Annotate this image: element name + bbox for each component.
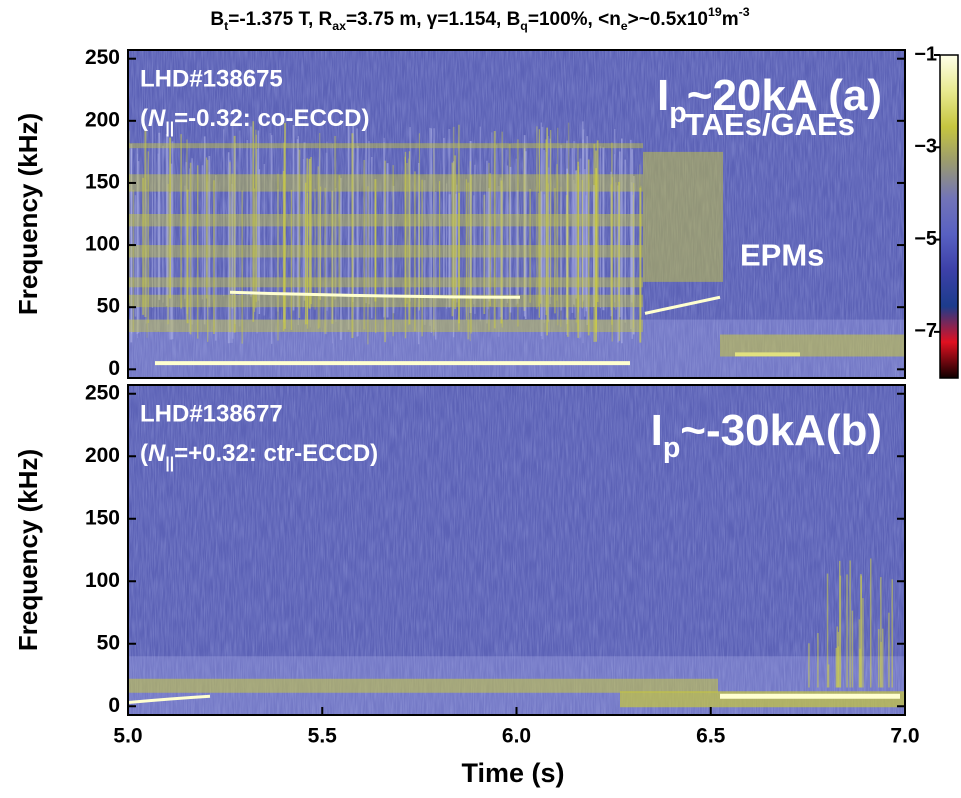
annotation: TAEs/GAEs — [685, 107, 855, 142]
current-label: Ip~20kA (a) — [657, 71, 882, 129]
y-tick-label: 150 — [85, 170, 120, 193]
y-tick-label: 150 — [85, 506, 120, 529]
y-tick-label: 200 — [85, 444, 120, 467]
text-run: ( — [140, 105, 148, 132]
mode-band — [128, 143, 643, 149]
condition-label: (N||=+0.32: ctr-ECCD) — [140, 440, 378, 471]
x-axis-label: Time (s) — [461, 758, 564, 788]
annotation: EPMs — [740, 238, 824, 273]
mode-trace — [229, 290, 521, 299]
y-tick-label: 100 — [85, 233, 120, 256]
colorbar-tick-label: −1 — [914, 43, 937, 65]
colorbar-tick-label: −5 — [914, 228, 937, 250]
text-run: t — [224, 19, 228, 33]
text-run: N — [148, 105, 166, 132]
plot-frame — [127, 49, 906, 379]
text-run: ( — [140, 440, 148, 467]
text-run: I — [657, 71, 669, 120]
y-axis-label: Frequency (kHz) — [13, 113, 43, 315]
y-tick-label: 50 — [97, 295, 120, 318]
y-axis-label: Frequency (kHz) — [13, 449, 43, 651]
mode-band — [620, 691, 905, 708]
text-run: || — [165, 455, 174, 472]
noise — [128, 50, 905, 378]
x-tick-label: 7.0 — [890, 725, 919, 748]
text-run: ax — [332, 19, 346, 33]
mode-band — [128, 245, 643, 258]
text-run: =-1.375 T, R — [228, 9, 332, 30]
colorbar — [939, 54, 959, 379]
mode-band — [643, 151, 723, 282]
text-run: m — [722, 9, 739, 30]
text-run: ~20kA (a) — [687, 71, 882, 120]
text-run: -3 — [739, 5, 750, 19]
text-run: =3.75 m, γ=1.154, B — [346, 9, 520, 30]
text-run: I — [651, 406, 663, 455]
text-run: B — [210, 9, 224, 30]
text-run: q — [520, 19, 528, 33]
text-run: =100%, <n — [528, 9, 621, 30]
y-tick-label: 50 — [97, 631, 120, 654]
text-run: ~-30kA(b) — [680, 406, 882, 455]
text-run: p — [663, 432, 680, 464]
text-run: e — [621, 19, 628, 33]
mode-band — [128, 214, 643, 227]
y-tick-label: 200 — [85, 108, 120, 131]
y-tick-label: 0 — [108, 694, 120, 717]
shot-label: LHD#138677 — [140, 400, 283, 427]
text-run: || — [165, 120, 174, 137]
noise — [128, 385, 905, 715]
y-tick-label: 250 — [85, 381, 120, 404]
text-run: 19 — [708, 5, 722, 19]
text-run: >~0.5x10 — [628, 9, 708, 30]
title: Bt=-1.375 T, Rax=3.75 m, γ=1.154, Bq=100… — [210, 5, 749, 33]
colorbar-tick-label: −7 — [914, 320, 937, 342]
y-tick-label: 250 — [85, 46, 120, 69]
x-tick-label: 5.5 — [308, 725, 338, 748]
shot-label: LHD#138675 — [140, 65, 283, 92]
spectrogram — [128, 385, 905, 715]
mode-band — [720, 334, 905, 357]
spectrogram — [128, 50, 905, 378]
condition-label: (N||=-0.32: co-ECCD) — [140, 105, 369, 136]
mode-band — [128, 277, 643, 288]
mode-band — [128, 174, 643, 192]
x-tick-label: 5.0 — [113, 725, 142, 748]
current-label: Ip~-30kA(b) — [651, 406, 882, 464]
mode-band — [128, 319, 643, 333]
x-tick-label: 6.0 — [502, 725, 531, 748]
mode-trace — [644, 295, 721, 315]
text-run: =-0.32: co-ECCD) — [174, 105, 369, 132]
mode-trace — [128, 694, 211, 704]
y-tick-label: 100 — [85, 569, 120, 592]
text-run: N — [148, 440, 166, 467]
colorbar-tick-label: −3 — [914, 136, 937, 158]
text-run: =+0.32: ctr-ECCD) — [174, 440, 378, 467]
y-tick-label: 0 — [108, 357, 120, 380]
text-run: p — [669, 97, 686, 129]
mode-band — [128, 678, 718, 693]
x-tick-label: 6.5 — [696, 725, 726, 748]
